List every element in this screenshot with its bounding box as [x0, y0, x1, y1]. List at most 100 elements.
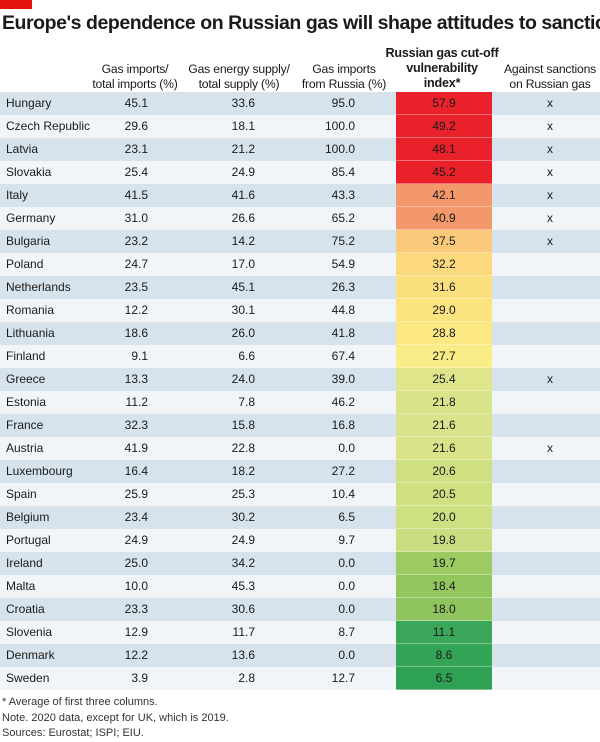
gas-imports-total-cell: 23.4	[124, 510, 148, 524]
gas-imports-russia-cell: 85.4	[331, 165, 355, 179]
gas-imports-russia-cell: 0.0	[338, 648, 355, 662]
country-cell: Finland	[6, 349, 46, 363]
footnote-average: * Average of first three columns.	[2, 696, 158, 708]
table-row: Romania 12.2 30.1 44.8 29.0	[0, 299, 600, 322]
vulnerability-index-cell: 21.6	[396, 414, 492, 437]
vulnerability-index-cell: 18.4	[396, 575, 492, 598]
against-sanctions-cell: x	[547, 119, 553, 133]
vulnerability-index-cell: 25.4	[396, 368, 492, 391]
gas-energy-supply-cell: 18.2	[231, 464, 255, 478]
gas-imports-total-cell: 23.1	[124, 142, 148, 156]
gas-imports-total-cell: 13.3	[124, 372, 148, 386]
vulnerability-index-cell: 37.5	[396, 230, 492, 253]
gas-imports-total-cell: 12.9	[124, 625, 148, 639]
table-row: Latvia 23.1 21.2 100.0 48.1 x	[0, 138, 600, 161]
against-sanctions-cell: x	[547, 165, 553, 179]
against-sanctions-cell	[535, 460, 565, 483]
gas-imports-russia-cell: 44.8	[331, 303, 355, 317]
against-sanctions-cell: x	[547, 234, 553, 248]
gas-imports-russia-cell: 41.8	[331, 326, 355, 340]
vulnerability-index-cell: 19.7	[396, 552, 492, 575]
gas-energy-supply-cell: 26.6	[231, 211, 255, 225]
gas-imports-total-cell: 18.6	[124, 326, 148, 340]
table-body: Hungary 45.1 33.6 95.0 57.9 x Czech Republic 29…	[0, 92, 600, 692]
vulnerability-index-cell: 48.1	[396, 138, 492, 161]
country-cell: Sweden	[6, 671, 50, 685]
gas-imports-total-cell: 29.6	[124, 119, 148, 133]
table-row: Hungary 45.1 33.6 95.0 57.9 x	[0, 92, 600, 115]
table-row: Bulgaria 23.2 14.2 75.2 37.5 x	[0, 230, 600, 253]
vulnerability-index-cell: 49.2	[396, 115, 492, 138]
gas-imports-russia-cell: 100.0	[324, 119, 355, 133]
against-sanctions-cell	[535, 253, 565, 276]
gas-imports-russia-cell: 75.2	[331, 234, 355, 248]
gas-imports-total-cell: 12.2	[124, 648, 148, 662]
country-cell: Italy	[6, 188, 29, 202]
table-row: Ireland 25.0 34.2 0.0 19.7	[0, 552, 600, 575]
header-gas-imports-total: Gas imports/ total imports (%)	[92, 62, 178, 91]
gas-imports-total-cell: 25.9	[124, 487, 148, 501]
gas-imports-russia-cell: 54.9	[331, 257, 355, 271]
table-row: Germany 31.0 26.6 65.2 40.9 x	[0, 207, 600, 230]
gas-energy-supply-cell: 24.9	[231, 533, 255, 547]
against-sanctions-cell	[535, 575, 565, 598]
gas-imports-total-cell: 41.9	[124, 441, 148, 455]
table-row: Croatia 23.3 30.6 0.0 18.0	[0, 598, 600, 621]
vulnerability-index-cell: 19.8	[396, 529, 492, 552]
vulnerability-index-cell: 11.1	[396, 621, 492, 644]
table-row: Portugal 24.9 24.9 9.7 19.8	[0, 529, 600, 552]
gas-energy-supply-cell: 17.0	[231, 257, 255, 271]
gas-imports-total-cell: 12.2	[124, 303, 148, 317]
gas-imports-russia-cell: 0.0	[338, 441, 355, 455]
chart-title: Europe's dependence on Russian gas will …	[2, 12, 600, 34]
against-sanctions-cell	[535, 276, 565, 299]
table-row: Netherlands 23.5 45.1 26.3 31.6	[0, 276, 600, 299]
gas-imports-russia-cell: 67.4	[331, 349, 355, 363]
country-cell: Czech Republic	[6, 119, 91, 133]
vulnerability-index-cell: 45.2	[396, 161, 492, 184]
table-header: Gas imports/ total imports (%) Gas energ…	[0, 42, 600, 92]
against-sanctions-cell	[535, 483, 565, 506]
footer-notes: * Average of first three columns. Note. …	[2, 695, 229, 742]
gas-energy-supply-cell: 25.3	[231, 487, 255, 501]
against-sanctions-cell	[535, 391, 565, 414]
against-sanctions-cell	[535, 529, 565, 552]
footnote-sources: Sources: Eurostat; ISPI; EIU.	[2, 727, 144, 739]
country-cell: Luxembourg	[6, 464, 73, 478]
gas-imports-russia-cell: 10.4	[331, 487, 355, 501]
country-cell: Netherlands	[6, 280, 71, 294]
against-sanctions-cell: x	[547, 372, 553, 386]
gas-imports-russia-cell: 43.3	[331, 188, 355, 202]
gas-energy-supply-cell: 45.1	[231, 280, 255, 294]
header-gas-energy-supply: Gas energy supply/ total supply (%)	[188, 62, 290, 91]
against-sanctions-cell	[535, 345, 565, 368]
against-sanctions-cell	[535, 598, 565, 621]
gas-energy-supply-cell: 13.6	[231, 648, 255, 662]
gas-imports-total-cell: 25.4	[124, 165, 148, 179]
table-row: Denmark 12.2 13.6 0.0 8.6	[0, 644, 600, 667]
gas-energy-supply-cell: 7.8	[238, 395, 255, 409]
gas-energy-supply-cell: 26.0	[231, 326, 255, 340]
country-cell: Denmark	[6, 648, 55, 662]
against-sanctions-cell: x	[547, 441, 553, 455]
gas-imports-russia-cell: 46.2	[331, 395, 355, 409]
gas-energy-supply-cell: 22.8	[231, 441, 255, 455]
gas-imports-russia-cell: 9.7	[338, 533, 355, 547]
gas-energy-supply-cell: 33.6	[231, 96, 255, 110]
country-cell: Slovenia	[6, 625, 53, 639]
gas-imports-total-cell: 23.3	[124, 602, 148, 616]
footnote-data-year: Note. 2020 data, except for UK, which is…	[2, 711, 229, 724]
gas-imports-total-cell: 23.5	[124, 280, 148, 294]
gas-imports-russia-cell: 8.7	[338, 625, 355, 639]
country-cell: Ireland	[6, 556, 43, 570]
gas-energy-supply-cell: 15.8	[231, 418, 255, 432]
vulnerability-index-cell: 20.5	[396, 483, 492, 506]
gas-energy-supply-cell: 41.6	[231, 188, 255, 202]
gas-imports-russia-cell: 27.2	[331, 464, 355, 478]
vulnerability-index-cell: 31.6	[396, 276, 492, 299]
country-cell: Lithuania	[6, 326, 55, 340]
country-cell: Croatia	[6, 602, 45, 616]
vulnerability-index-cell: 27.7	[396, 345, 492, 368]
gas-imports-total-cell: 16.4	[124, 464, 148, 478]
table-row: Luxembourg 16.4 18.2 27.2 20.6	[0, 460, 600, 483]
